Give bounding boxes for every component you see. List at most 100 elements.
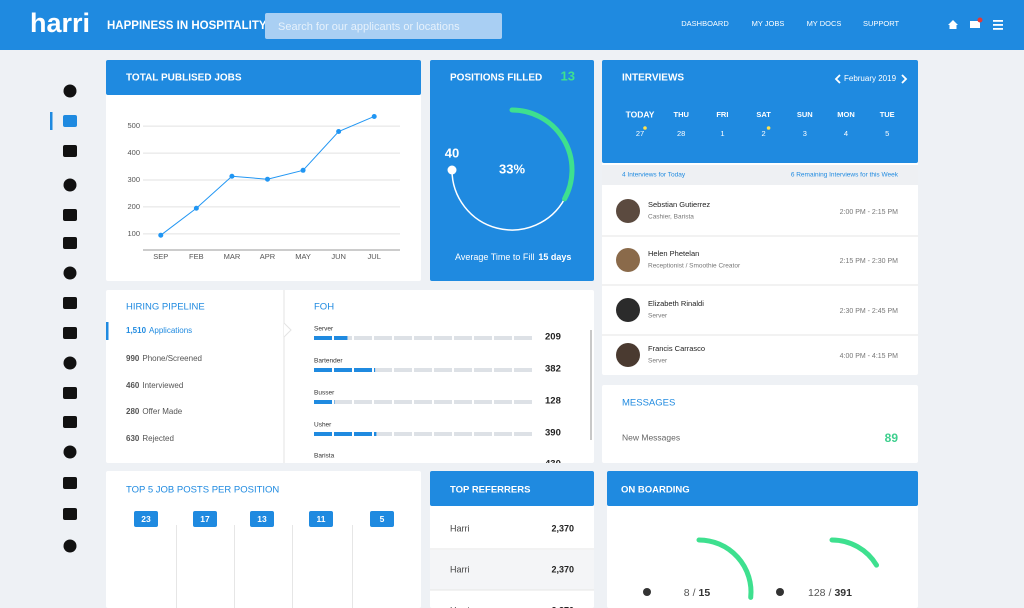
- chart-title: TOTAL PUBLISED JOBS: [126, 73, 242, 84]
- mail-icon[interactable]: [970, 21, 980, 28]
- point: [265, 176, 270, 182]
- calendar-date[interactable]: 2: [762, 129, 766, 138]
- calendar-date[interactable]: 5: [885, 129, 889, 138]
- pipeline-item[interactable]: 990 Phone/Screened: [126, 354, 202, 363]
- calendar-date[interactable]: 27: [636, 129, 644, 138]
- sidebar-icon[interactable]: [63, 145, 77, 157]
- calendar-day[interactable]: SUN: [797, 110, 813, 119]
- sidebar-icon[interactable]: [63, 209, 77, 221]
- person-name[interactable]: Francis Carrasco: [648, 344, 705, 353]
- role-value: 128: [545, 396, 561, 407]
- person-name[interactable]: Elizabeth Rinaldi: [648, 299, 704, 308]
- referrer-name: Harri: [450, 523, 470, 533]
- card-title: FOH: [314, 302, 334, 313]
- sidebar-icon[interactable]: [63, 539, 77, 553]
- calendar-day[interactable]: FRI: [716, 110, 728, 119]
- calendar-day[interactable]: MON: [837, 110, 855, 119]
- calendar-date[interactable]: 3: [803, 129, 807, 138]
- calendar-date[interactable]: 4: [844, 129, 848, 138]
- count-badge: [193, 511, 217, 527]
- person-name[interactable]: Helen Phetelan: [648, 249, 699, 258]
- role-label: Barista: [314, 453, 335, 460]
- fill-time-value: 15 days: [538, 252, 571, 262]
- referrer-value: 2,370: [551, 564, 574, 574]
- sidebar-icon[interactable]: [63, 356, 77, 370]
- calendar-day[interactable]: THU: [673, 110, 688, 119]
- gauge-separator: /: [693, 587, 696, 599]
- week-note: 6 Remaining Interviews for this Week: [791, 172, 899, 179]
- interview-dot: [766, 126, 771, 130]
- gauge-fill: [829, 537, 880, 568]
- card-title: TOP REFERRERS: [450, 485, 530, 496]
- x-tick-label: APR: [260, 252, 276, 261]
- avatar: [616, 343, 640, 367]
- role-value: 382: [545, 364, 561, 375]
- point: [193, 205, 199, 211]
- gauge-start-label: 40: [445, 145, 459, 160]
- nav-link[interactable]: DASHBOARD: [681, 19, 729, 28]
- sidebar-icon[interactable]: [63, 327, 77, 339]
- person-role: Receptionist / Smoothie Creator: [648, 263, 741, 270]
- sidebar-icon[interactable]: [63, 508, 77, 520]
- pipeline-item[interactable]: 280 Offer Made: [126, 407, 183, 416]
- y-tick-label: 200: [127, 202, 140, 211]
- nav-link[interactable]: MY JOBS: [752, 19, 785, 28]
- sidebar-icon[interactable]: [63, 416, 77, 428]
- x-tick-label: FEB: [189, 252, 204, 261]
- home-icon[interactable]: [948, 20, 958, 29]
- pipeline-count: 460: [126, 381, 140, 390]
- sidebar-icon[interactable]: [63, 477, 77, 489]
- menu-icon-bar[interactable]: [993, 20, 1003, 22]
- pipeline-item[interactable]: 460 Interviewed: [126, 381, 183, 390]
- pipeline-label: Phone/Screened: [142, 354, 202, 363]
- calendar-day[interactable]: TODAY: [626, 109, 655, 119]
- card-header: [430, 471, 594, 506]
- point: [158, 232, 164, 238]
- person-name[interactable]: Sebstian Gutierrez: [648, 200, 710, 209]
- calendar-date[interactable]: 28: [677, 129, 685, 138]
- pipeline-item[interactable]: 630 Rejected: [126, 434, 174, 443]
- role-label: Bartender: [314, 358, 343, 365]
- sidebar-icon[interactable]: [63, 178, 77, 192]
- sidebar-icon[interactable]: [63, 445, 77, 459]
- count-badge-label: 17: [200, 514, 210, 524]
- nav-link[interactable]: SUPPORT: [863, 19, 900, 28]
- top-posts-card: [106, 471, 421, 608]
- sidebar-icon[interactable]: [63, 387, 77, 399]
- pipeline-group: HIRING PIPELINE 1,510 Applications 990 Phone…: [106, 290, 592, 463]
- sidebar-icon[interactable]: [63, 266, 77, 280]
- sidebar-icon[interactable]: [63, 237, 77, 249]
- pipeline-card: [106, 290, 594, 463]
- count-badge-label: 23: [141, 514, 151, 524]
- gauge-start: [776, 588, 784, 596]
- search-box[interactable]: [265, 13, 502, 39]
- next-month[interactable]: [901, 74, 908, 84]
- count-badge: [250, 511, 274, 527]
- interview-time: 2:00 PM - 2:15 PM: [840, 209, 899, 216]
- calendar-day[interactable]: TUE: [880, 110, 895, 119]
- calendar-date[interactable]: 1: [720, 129, 724, 138]
- sidebar-icon[interactable]: [63, 115, 77, 127]
- sidebar-icon[interactable]: [63, 84, 77, 98]
- fill-time: Average Time to Fill 15 days: [455, 252, 571, 262]
- card-title: POSITIONS FILLED: [450, 73, 542, 84]
- gauge-done: 128: [808, 587, 826, 599]
- positions-count: 13: [561, 68, 575, 83]
- calendar-day[interactable]: SAT: [756, 110, 771, 119]
- sidebar-active: [50, 112, 53, 130]
- nav-link[interactable]: MY DOCS: [807, 19, 842, 28]
- x-tick-label: SEP: [153, 252, 168, 261]
- pipeline-item[interactable]: 1,510 Applications: [126, 326, 192, 335]
- menu-icon-bar[interactable]: [993, 24, 1003, 26]
- point: [229, 173, 235, 179]
- prev-month[interactable]: [834, 74, 841, 84]
- pipeline-count: 1,510: [126, 326, 147, 335]
- onboarding-group: 8/15 128/391: [643, 537, 880, 600]
- gauge-total: 15: [699, 587, 711, 599]
- menu-icon-bar[interactable]: [993, 28, 1003, 30]
- interview-dot: [643, 126, 647, 130]
- sidebar-icon[interactable]: [63, 297, 77, 309]
- logo[interactable]: harri: [30, 8, 90, 38]
